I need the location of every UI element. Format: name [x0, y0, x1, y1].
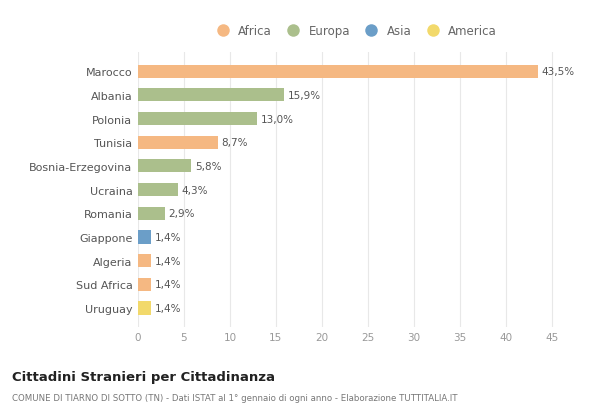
- Bar: [138, 89, 284, 102]
- Text: COMUNE DI TIARNO DI SOTTO (TN) - Dati ISTAT al 1° gennaio di ogni anno - Elabora: COMUNE DI TIARNO DI SOTTO (TN) - Dati IS…: [12, 393, 458, 402]
- Bar: [138, 278, 151, 291]
- Text: 43,5%: 43,5%: [542, 67, 575, 77]
- Text: 8,7%: 8,7%: [221, 138, 248, 148]
- Text: 1,4%: 1,4%: [155, 303, 181, 313]
- Text: 15,9%: 15,9%: [288, 91, 321, 101]
- Bar: [138, 184, 178, 197]
- Text: Cittadini Stranieri per Cittadinanza: Cittadini Stranieri per Cittadinanza: [12, 370, 275, 383]
- Text: 13,0%: 13,0%: [261, 115, 294, 124]
- Bar: [138, 65, 538, 79]
- Text: 2,9%: 2,9%: [169, 209, 195, 219]
- Bar: [138, 137, 218, 149]
- Bar: [138, 113, 257, 126]
- Legend: Africa, Europa, Asia, America: Africa, Europa, Asia, America: [206, 21, 502, 43]
- Text: 1,4%: 1,4%: [155, 232, 181, 243]
- Bar: [138, 254, 151, 267]
- Text: 1,4%: 1,4%: [155, 256, 181, 266]
- Text: 1,4%: 1,4%: [155, 280, 181, 290]
- Bar: [138, 302, 151, 315]
- Bar: [138, 207, 164, 220]
- Text: 5,8%: 5,8%: [195, 162, 221, 171]
- Text: 4,3%: 4,3%: [181, 185, 208, 195]
- Bar: [138, 160, 191, 173]
- Bar: [138, 231, 151, 244]
